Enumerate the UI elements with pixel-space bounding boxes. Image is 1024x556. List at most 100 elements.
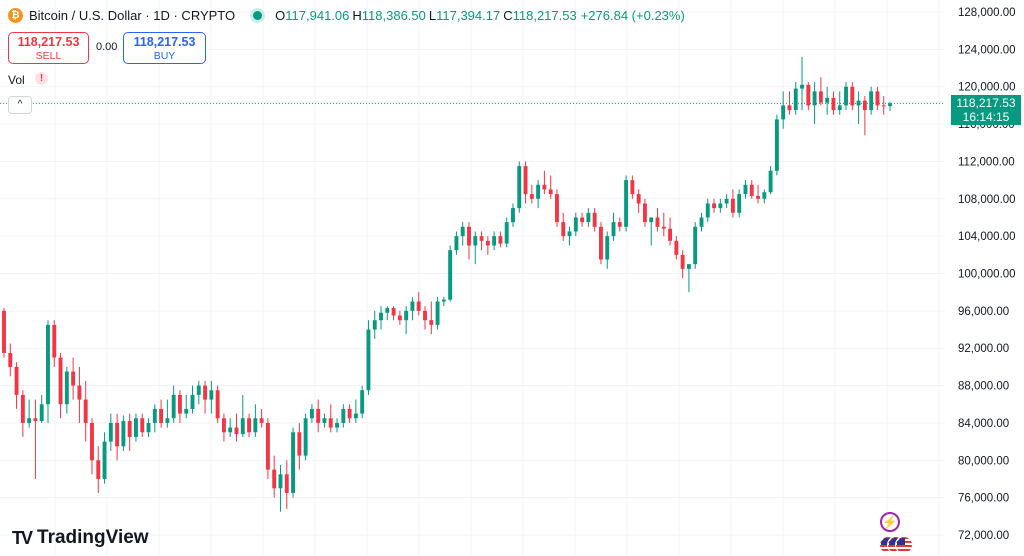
candle-body	[611, 222, 616, 237]
candle-body	[209, 390, 214, 400]
candle	[793, 82, 798, 115]
candle-body	[96, 460, 101, 479]
candle-body	[592, 212, 597, 227]
warning-icon[interactable]: !	[35, 72, 48, 85]
candle	[165, 399, 170, 428]
candle	[862, 96, 867, 136]
candle-body	[724, 198, 729, 204]
candle-body	[247, 418, 252, 433]
candle	[416, 292, 421, 316]
candle-body	[467, 226, 471, 246]
candle	[686, 264, 691, 293]
candle-body	[567, 231, 572, 237]
candle-body	[366, 329, 371, 391]
candle	[642, 198, 647, 227]
y-tick-label: 128,000.00	[958, 7, 1016, 19]
candle-body	[14, 366, 19, 395]
symbol-legend[interactable]: ₿ Bitcoin / U.S. Dollar · 1D · CRYPTO O1…	[8, 8, 685, 23]
candle-body	[372, 320, 377, 330]
candle	[253, 404, 258, 437]
candle	[555, 189, 559, 227]
candle-body	[309, 408, 314, 419]
candle	[800, 56, 804, 111]
candle	[611, 212, 616, 241]
volume-label[interactable]: Vol	[8, 73, 25, 87]
candle	[215, 385, 220, 423]
buy-button[interactable]: 118,217.53 BUY	[123, 32, 206, 64]
candle	[737, 189, 742, 218]
candle	[460, 222, 465, 246]
candle-body	[253, 418, 258, 433]
candle-body	[322, 418, 327, 423]
y-tick-label: 124,000.00	[958, 44, 1016, 56]
candle	[366, 320, 371, 395]
candle	[360, 385, 365, 419]
candle	[347, 404, 352, 423]
y-tick-label: 120,000.00	[958, 82, 1016, 94]
candle-body	[410, 301, 415, 311]
y-tick-label: 96,000.00	[958, 306, 1009, 318]
candle-body	[875, 91, 880, 106]
us-flag-icon[interactable]	[879, 536, 915, 556]
candle	[668, 217, 673, 246]
candle	[580, 212, 585, 227]
candle-body	[8, 352, 13, 367]
candle	[448, 245, 453, 302]
candle-body	[825, 97, 830, 103]
candle-body	[284, 474, 289, 493]
candle	[712, 198, 717, 213]
candle	[699, 212, 704, 232]
candle-body	[806, 84, 811, 106]
candle-body	[686, 264, 691, 269]
candle	[52, 320, 57, 367]
candle-body	[328, 418, 333, 428]
sell-button[interactable]: 118,217.53 SELL	[8, 32, 89, 64]
candle	[812, 82, 817, 125]
price-axis[interactable]: 72,000.00 76,000.00 80,000.00 84,000.00 88,0…	[958, 7, 1016, 542]
candle	[768, 166, 773, 195]
candle-body	[20, 394, 25, 423]
candle-body	[837, 105, 842, 111]
market-open-icon	[253, 11, 263, 20]
bitcoin-icon: ₿	[8, 8, 23, 23]
candle-body	[737, 194, 742, 213]
candle	[435, 296, 440, 330]
candle-body	[221, 418, 226, 433]
candle	[309, 404, 314, 423]
ohlc-close: C118,217.53	[503, 8, 577, 23]
buy-price: 118,217.53	[133, 35, 196, 49]
candle-body	[624, 180, 629, 227]
candle-body	[215, 390, 220, 419]
collapse-legend-button[interactable]: ^	[8, 96, 32, 114]
candle	[96, 446, 101, 493]
candle-body	[379, 312, 383, 321]
candle	[655, 208, 660, 232]
candle-body	[617, 222, 622, 227]
symbol-title[interactable]: Bitcoin / U.S. Dollar · 1D · CRYPTO	[29, 8, 236, 23]
lightning-icon[interactable]: ⚡	[880, 512, 900, 532]
candle	[272, 455, 277, 498]
candle-body	[881, 105, 886, 107]
candle-body	[177, 394, 182, 414]
candle	[825, 86, 830, 115]
candle	[693, 222, 698, 269]
candle	[385, 306, 390, 321]
candle	[567, 226, 572, 246]
candle	[77, 366, 82, 423]
tradingview-logo[interactable]: TV TradingView	[12, 527, 149, 549]
candle	[372, 310, 377, 339]
candle	[592, 208, 597, 232]
candle	[379, 306, 383, 330]
candle	[511, 203, 515, 227]
candle-body	[416, 301, 421, 311]
spread-value: 0.00	[96, 41, 118, 53]
candle-body	[485, 240, 490, 246]
candle-body	[341, 408, 346, 423]
candle	[730, 189, 735, 218]
ohlc-open: O117,941.06	[275, 8, 350, 23]
candle-body	[536, 184, 541, 199]
candle	[20, 390, 25, 437]
candle-body	[511, 208, 515, 223]
candle	[303, 413, 308, 461]
